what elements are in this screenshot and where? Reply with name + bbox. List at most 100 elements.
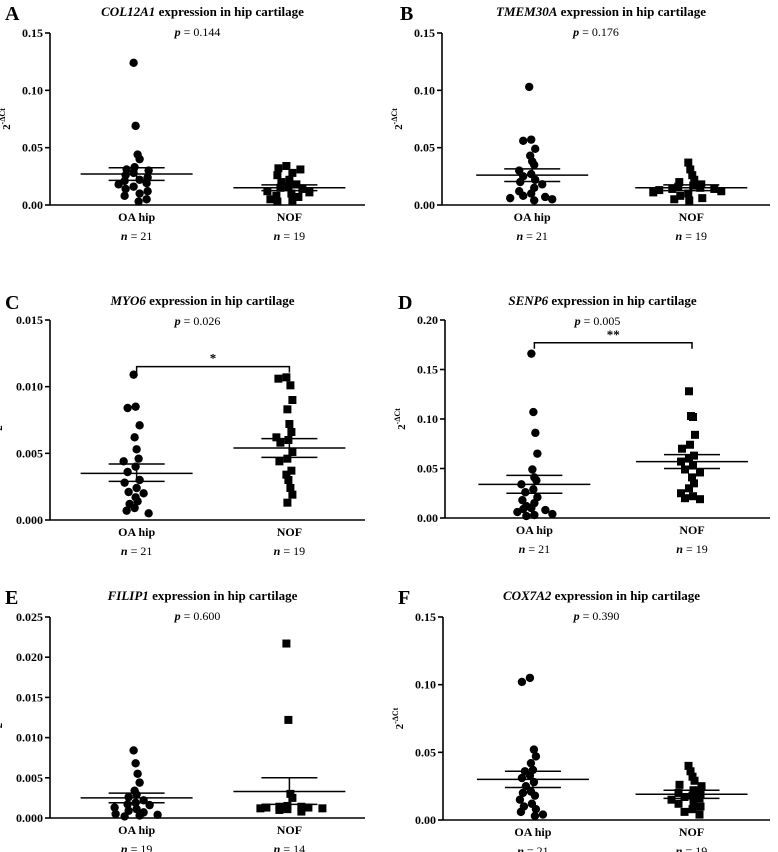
data-point-oa-hip (110, 803, 119, 812)
significance-bracket (135, 365, 291, 373)
data-point-oa-hip (526, 758, 536, 768)
data-point-nof (272, 191, 281, 200)
data-point-nof (668, 184, 677, 193)
data-point-nof (305, 188, 314, 197)
data-point-nof (282, 639, 291, 648)
data-point-oa-hip (530, 791, 540, 800)
data-point-nof (286, 381, 295, 390)
y-label-base: 2 (396, 424, 408, 430)
y-tick-label: 0.00 (414, 198, 435, 212)
n-value: = 21 (525, 542, 550, 556)
y-tick-label: 0.10 (415, 678, 436, 692)
data-point-oa-hip (142, 179, 151, 188)
data-point-nof (681, 465, 689, 474)
data-point-oa-hip (129, 746, 138, 755)
data-point-nof (695, 810, 704, 819)
data-point-nof (286, 484, 295, 492)
x-category-label: OA hip (118, 823, 155, 837)
data-point-nof (674, 182, 683, 191)
chart-panel-c: C MYO6 expression in hip cartilage p = 0.0… (0, 292, 365, 558)
n-value: = 21 (523, 229, 548, 243)
data-point-oa-hip (515, 795, 525, 804)
y-tick-label: 0.05 (414, 141, 435, 155)
data-point-oa-hip (134, 454, 143, 463)
data-point-nof (284, 436, 293, 444)
y-tick-label: 0.000 (16, 811, 43, 825)
chart-panel-f: F COX7A2 expression in hip cartilage p = 0… (391, 587, 770, 852)
p-value-label: p = 0.005 (574, 314, 621, 328)
data-point-nof (273, 171, 282, 180)
significance-marker: * (210, 351, 217, 366)
data-point-nof (655, 186, 664, 195)
x-category-label: NOF (277, 525, 302, 539)
data-point-nof (689, 413, 697, 422)
data-point-oa-hip (120, 478, 129, 487)
sample-size-label: n = 21 (519, 542, 550, 556)
n-symbol: n (517, 844, 524, 852)
data-point-nof (678, 444, 686, 453)
data-point-oa-hip (516, 807, 526, 817)
data-point-oa-hip (123, 403, 132, 413)
chart-panel-b: B TMEM30A expression in hip cartilage p = … (390, 3, 770, 243)
data-point-nof (275, 805, 284, 814)
y-label-exponent: -ΔCt (0, 108, 7, 124)
data-point-oa-hip (133, 497, 142, 506)
panel-letter: B (400, 3, 413, 25)
gene-name: FILIP1 (107, 588, 149, 603)
p-symbol: p (573, 609, 580, 623)
data-point-nof (274, 374, 283, 383)
data-point-nof (284, 182, 293, 191)
data-point-oa-hip (519, 191, 528, 201)
data-point-nof (717, 187, 726, 196)
data-point-oa-hip (527, 349, 536, 358)
chart-title: COX7A2 expression in hip cartilage (503, 588, 700, 603)
data-point-oa-hip (530, 811, 540, 821)
data-point-nof (283, 498, 292, 507)
data-point-oa-hip (135, 778, 144, 787)
data-point-oa-hip (135, 154, 144, 164)
p-value-label: p = 0.600 (174, 609, 221, 623)
sample-size-label: n = 21 (516, 229, 547, 243)
data-point-nof (283, 454, 292, 463)
sample-size-label: n = 19 (676, 542, 707, 556)
chart-panel-e: E FILIP1 expression in hip cartilage p = 0… (0, 587, 365, 852)
chart-panel-a: A COL12A1 expression in hip cartilage p = … (0, 3, 365, 243)
n-value: = 19 (128, 842, 153, 852)
y-axis-label: 2-ΔCt (390, 108, 405, 130)
data-point-oa-hip (131, 402, 140, 411)
data-point-oa-hip (541, 192, 550, 202)
n-symbol: n (121, 842, 128, 852)
data-point-nof (282, 373, 291, 382)
data-point-oa-hip (529, 485, 538, 494)
data-point-nof (675, 780, 684, 789)
data-point-oa-hip (506, 193, 515, 203)
n-value: = 19 (683, 542, 708, 556)
data-point-nof (680, 807, 689, 816)
data-point-nof (286, 789, 295, 798)
data-point-nof (710, 184, 719, 193)
chart-title: FILIP1 expression in hip cartilage (107, 588, 298, 603)
data-point-oa-hip (521, 488, 530, 497)
sample-size-label: n = 19 (121, 842, 152, 852)
x-category-label: NOF (679, 523, 704, 537)
data-point-nof (674, 799, 683, 808)
gene-name: COL12A1 (101, 4, 155, 19)
y-axis-label: 2-ΔCt (0, 706, 5, 728)
y-label-exponent: -ΔCt (393, 408, 402, 424)
p-value: = 0.005 (581, 314, 621, 328)
y-tick-label: 0.15 (417, 363, 438, 377)
n-value: = 21 (128, 229, 153, 243)
data-point-nof (685, 387, 693, 396)
data-point-oa-hip (130, 433, 139, 442)
data-point-oa-hip (144, 509, 153, 518)
data-point-nof (274, 164, 283, 173)
x-category-label: OA hip (514, 210, 551, 224)
data-point-nof (288, 396, 297, 404)
data-point-oa-hip (135, 475, 144, 485)
data-point-nof (689, 798, 698, 807)
n-value: = 21 (128, 544, 153, 558)
n-symbol: n (516, 229, 523, 243)
data-point-oa-hip (135, 189, 144, 198)
y-label-base: 2 (393, 124, 405, 130)
data-point-oa-hip (513, 507, 522, 517)
